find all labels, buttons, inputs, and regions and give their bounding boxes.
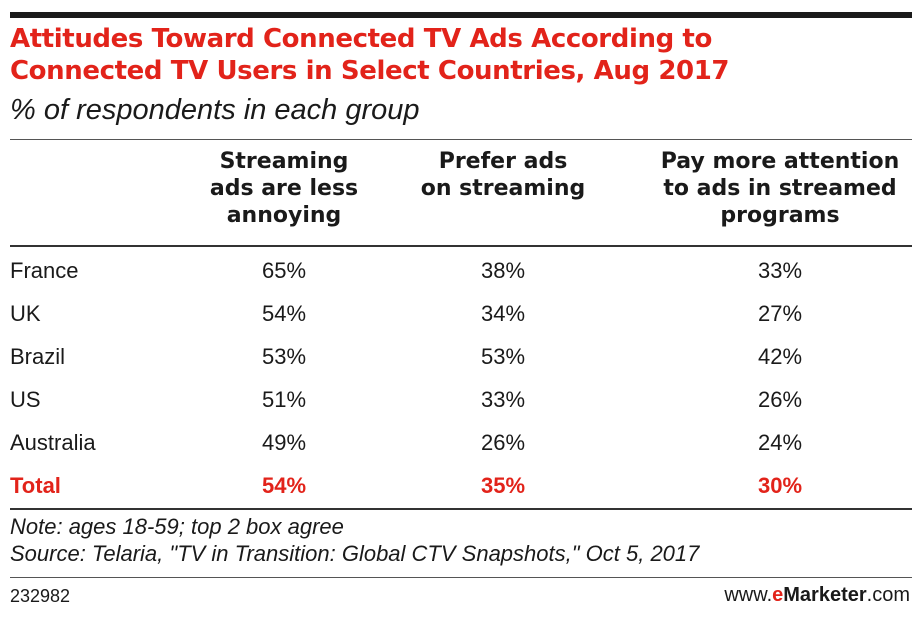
brand-link[interactable]: www.eMarketer.com (724, 584, 910, 607)
chart-title: Attitudes Toward Connected TV Ads Accord… (10, 23, 915, 87)
chart-source: Source: Telaria, "TV in Transition: Glob… (10, 541, 700, 566)
chart-title-line-1: Attitudes Toward Connected TV Ads Accord… (10, 24, 712, 54)
column-header-line: Pay more attention (660, 149, 900, 174)
row-label: Brazil (10, 344, 66, 369)
chart-id: 232982 (10, 586, 71, 606)
cell-value: 34% (480, 301, 526, 326)
brand-name: Marketer (783, 584, 867, 606)
cell-value: 51% (261, 387, 307, 412)
cell-value: 42% (757, 344, 803, 369)
row-label: Total (10, 473, 61, 498)
header-bottom-rule (10, 245, 912, 247)
column-header-line: Prefer ads (438, 149, 568, 174)
cell-value: 54% (261, 473, 307, 498)
column-header-prefer-ads: Prefer ads on streaming (403, 148, 603, 202)
column-header-line: annoying (226, 203, 342, 228)
top-rule (10, 12, 912, 18)
table-row-uk: UK 54% 34% 27% (10, 292, 912, 335)
cell-value: 26% (480, 430, 526, 455)
row-label: Australia (10, 430, 96, 455)
brand-e: e (772, 584, 784, 606)
column-header-line: on streaming (420, 176, 586, 201)
cell-value: 38% (480, 258, 526, 283)
cell-value: 26% (757, 387, 803, 412)
cell-value: 33% (480, 387, 526, 412)
cell-value: 54% (261, 301, 307, 326)
column-header-line: Streaming (219, 149, 349, 174)
cell-value: 35% (480, 473, 526, 498)
cell-value: 27% (757, 301, 803, 326)
table-row-france: France 65% 38% 33% (10, 249, 912, 292)
chart-title-line-2: Connected TV Users in Select Countries, … (10, 56, 730, 86)
cell-value: 53% (261, 344, 307, 369)
column-header-line: ads are less (209, 176, 359, 201)
row-label: US (10, 387, 41, 412)
table-row-australia: Australia 49% 26% 24% (10, 421, 912, 464)
footer-rule (10, 577, 912, 578)
column-header-line: to ads in streamed (663, 176, 897, 201)
cell-value: 49% (261, 430, 307, 455)
brand-suffix: .com (866, 584, 910, 606)
table-row-total: Total 54% 35% 30% (10, 464, 912, 507)
cell-value: 33% (757, 258, 803, 283)
table-row-brazil: Brazil 53% 53% 42% (10, 335, 912, 378)
chart-subtitle: % of respondents in each group (10, 94, 420, 126)
row-label: France (10, 258, 79, 283)
cell-value: 24% (757, 430, 803, 455)
cell-value: 65% (261, 258, 307, 283)
cell-value: 53% (480, 344, 526, 369)
chart-note: Note: ages 18-59; top 2 box agree (10, 514, 344, 539)
cell-value: 30% (757, 473, 803, 498)
column-header-less-annoying: Streaming ads are less annoying (184, 148, 384, 229)
table-bottom-rule (10, 508, 912, 510)
header-top-rule (10, 139, 912, 140)
column-header-line: programs (720, 203, 840, 228)
row-label: UK (10, 301, 41, 326)
table-row-us: US 51% 33% 26% (10, 378, 912, 421)
brand-prefix: www. (724, 584, 773, 606)
column-header-pay-attention: Pay more attention to ads in streamed pr… (645, 148, 915, 229)
